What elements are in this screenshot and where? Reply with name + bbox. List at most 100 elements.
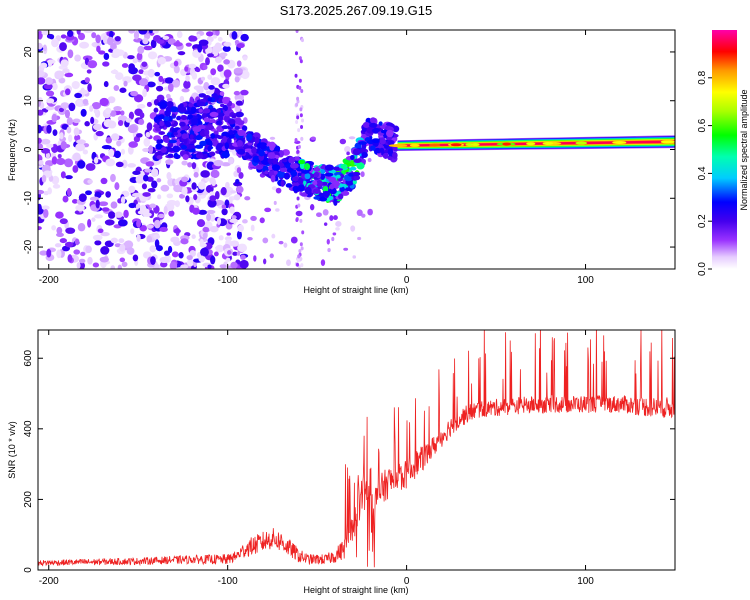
spectrogram-cell (290, 162, 299, 169)
spectrogram-cell (158, 131, 166, 135)
spectrogram-cell (62, 195, 69, 203)
spectrogram-cell (298, 159, 306, 165)
spectrogram-cell (46, 124, 52, 134)
snr-x-ticks: -200 -100 0 100 (39, 330, 594, 587)
colorbar-tick-label: 0.0 (697, 262, 708, 276)
spectrogram-cell (98, 201, 109, 207)
spectrogram-cell (91, 101, 102, 110)
spectrogram-cell (39, 250, 48, 256)
spectrogram-cell (271, 233, 276, 239)
spectrogram-cell (173, 41, 183, 47)
spectrogram-cell (89, 196, 100, 201)
spectrogram-cell (371, 128, 379, 133)
spectrogram-cell (76, 262, 81, 269)
spectrogram-cell (313, 171, 320, 178)
spectrogram-cell (326, 238, 330, 245)
spectrogram-cell (216, 217, 222, 225)
spectrogram-cell (297, 203, 301, 208)
spectrogram-cell (281, 158, 288, 163)
colorbar-label: Normalized spectral amplitude (739, 89, 749, 210)
spectrogram-cell (273, 200, 277, 206)
spectrogram-cell (301, 230, 305, 235)
spectrogram-cell (114, 211, 123, 218)
spectrogram-cell (331, 236, 335, 242)
spectrogram-cell (343, 247, 349, 251)
spectrogram-cell (87, 256, 93, 265)
spectrogram-cell (296, 115, 300, 120)
spectrogram-cell (66, 126, 72, 134)
spectrogram-cell (339, 138, 347, 145)
spectrogram-cell (295, 262, 299, 267)
spectrogram-cell (93, 156, 99, 164)
spectrogram-cell (216, 120, 223, 125)
spectrogram-cell (98, 50, 106, 55)
spectrogram-cell (192, 126, 202, 133)
x-tick-label: 0 (404, 275, 410, 286)
spectrogram-cell (205, 125, 215, 131)
spectrogram-cell (149, 203, 157, 209)
spectrogram-cell (188, 63, 197, 69)
spectrogram-cell (238, 171, 244, 179)
spectrogram-cell (319, 196, 328, 202)
spectrogram-cell (272, 158, 278, 166)
spectrogram-cell (296, 149, 300, 154)
y-tick-label: 20 (23, 46, 34, 58)
spectrogram-cell (156, 155, 163, 160)
spectrogram-cell (157, 114, 165, 120)
spectrogram-cell (138, 118, 145, 125)
spectrogram-cell (136, 52, 143, 61)
spectrogram-cell (178, 106, 187, 113)
spectrogram-cell (214, 251, 219, 257)
spectrogram-cell (82, 98, 89, 105)
spectrogram-cell (87, 218, 92, 228)
spectrogram-cell (76, 30, 81, 35)
spectrogram-cell (145, 161, 155, 167)
spectrogram-cell (178, 251, 184, 259)
spectrogram-cell (386, 129, 394, 138)
y-tick-label: 10 (23, 95, 34, 107)
spectrogram-cell (109, 110, 117, 117)
spectrogram-cell (150, 256, 156, 265)
spectrogram-cell (82, 149, 89, 155)
spectrogram-cell (109, 30, 114, 39)
spectrogram-cell (226, 232, 231, 236)
spectrogram-cell (114, 182, 120, 190)
spectrogram-cell (409, 143, 420, 147)
spectrogram-cell (294, 51, 298, 56)
spectrogram-cell (102, 35, 108, 44)
spectrogram-cell (182, 102, 188, 107)
spectrogram-cell (222, 96, 230, 105)
spectrogram-cell (300, 38, 304, 43)
spectrogram-cell (151, 180, 158, 189)
spectrogram-cell (310, 136, 316, 141)
spectrogram-cell (181, 176, 189, 183)
spectrogram-cell (170, 106, 178, 113)
spectrogram-cell (368, 122, 378, 128)
spectrogram-cell (228, 196, 233, 205)
spectrogram-cell (78, 89, 89, 95)
spectrogram-cell (215, 30, 220, 36)
spectrogram-x-label: Height of straight line (km) (303, 285, 408, 295)
spectrogram-cell (39, 62, 48, 69)
spectrogram-cell (236, 167, 242, 174)
spectrogram-cell (254, 136, 260, 144)
spectrogram-cell (301, 169, 310, 174)
spectrogram-cell (166, 101, 174, 108)
spectrogram-cell (502, 142, 512, 146)
spectrogram-cell (185, 75, 190, 82)
spectrogram-cell (38, 70, 45, 77)
spectrogram-cell (76, 99, 83, 107)
spectrogram-cell (156, 178, 162, 183)
spectrogram-cell (38, 77, 46, 85)
spectrogram-cell (299, 242, 303, 247)
spectrogram-cell (66, 187, 72, 197)
spectrogram-cell (388, 140, 394, 146)
spectrogram-cell (219, 264, 227, 269)
spectrogram-cell (333, 215, 338, 221)
spectrogram-cell (180, 264, 189, 269)
spectrogram-cell (59, 238, 67, 244)
spectrogram-cell (187, 114, 193, 119)
spectrogram-cell (75, 143, 86, 152)
spectrogram-cell (87, 179, 93, 184)
spectrogram-cell (60, 34, 67, 39)
